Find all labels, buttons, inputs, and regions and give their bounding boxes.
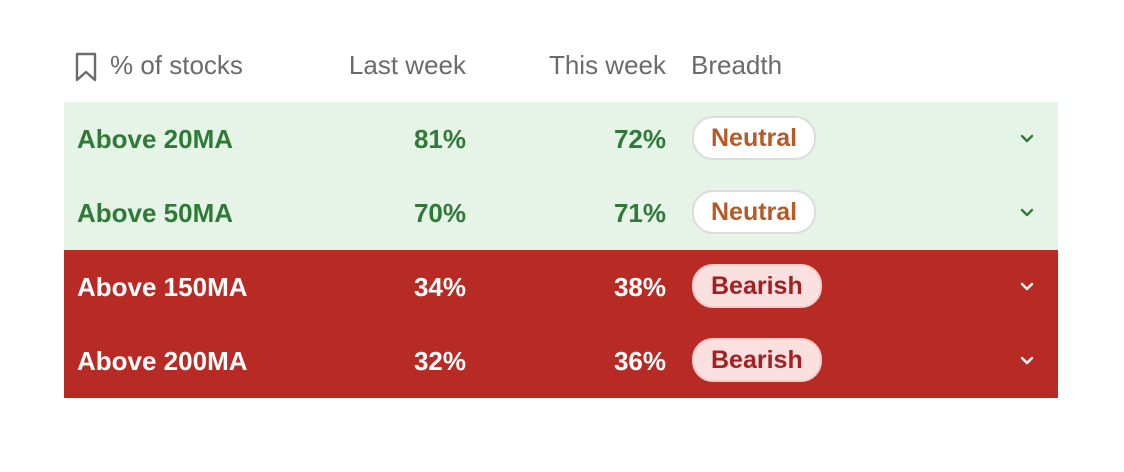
last-week-value: 32% <box>413 346 466 376</box>
breadth-badge: Bearish <box>692 338 822 382</box>
this-week-value: 36% <box>613 346 666 376</box>
chevron-down-icon[interactable] <box>1018 354 1036 368</box>
this-week-value: 38% <box>613 272 666 302</box>
chevron-down-icon[interactable] <box>1018 206 1036 220</box>
last-week-value: 70% <box>413 198 466 228</box>
metric-label: Above 20MA <box>77 124 234 154</box>
column-header-this-week: This week <box>548 50 666 80</box>
table-row[interactable]: Above 200MA 32% 36% Bearish <box>64 324 1058 398</box>
this-week-value: 72% <box>613 124 666 154</box>
metric-label: Above 200MA <box>77 346 248 376</box>
metric-label: Above 150MA <box>77 272 248 302</box>
last-week-value: 34% <box>413 272 466 302</box>
this-week-value: 71% <box>613 198 666 228</box>
breadth-badge: Neutral <box>692 190 817 234</box>
table-row[interactable]: Above 50MA 70% 71% Neutral <box>64 176 1058 250</box>
bookmark-icon[interactable] <box>74 52 98 82</box>
column-header-breadth: Breadth <box>691 50 783 80</box>
column-header-metric: % of stocks <box>110 50 243 80</box>
chevron-down-icon[interactable] <box>1018 280 1036 294</box>
column-header-last-week: Last week <box>348 50 466 80</box>
last-week-value: 81% <box>413 124 466 154</box>
breadth-badge: Neutral <box>692 116 817 160</box>
chevron-down-icon[interactable] <box>1018 132 1036 146</box>
table-header: % of stocks Last week This week Breadth <box>64 28 1058 102</box>
stock-breadth-table: % of stocks Last week This week Breadth … <box>64 28 1058 398</box>
breadth-badge: Bearish <box>692 264 822 308</box>
metric-label: Above 50MA <box>77 198 234 228</box>
table-row[interactable]: Above 150MA 34% 38% Bearish <box>64 250 1058 324</box>
table-row[interactable]: Above 20MA 81% 72% Neutral <box>64 102 1058 176</box>
